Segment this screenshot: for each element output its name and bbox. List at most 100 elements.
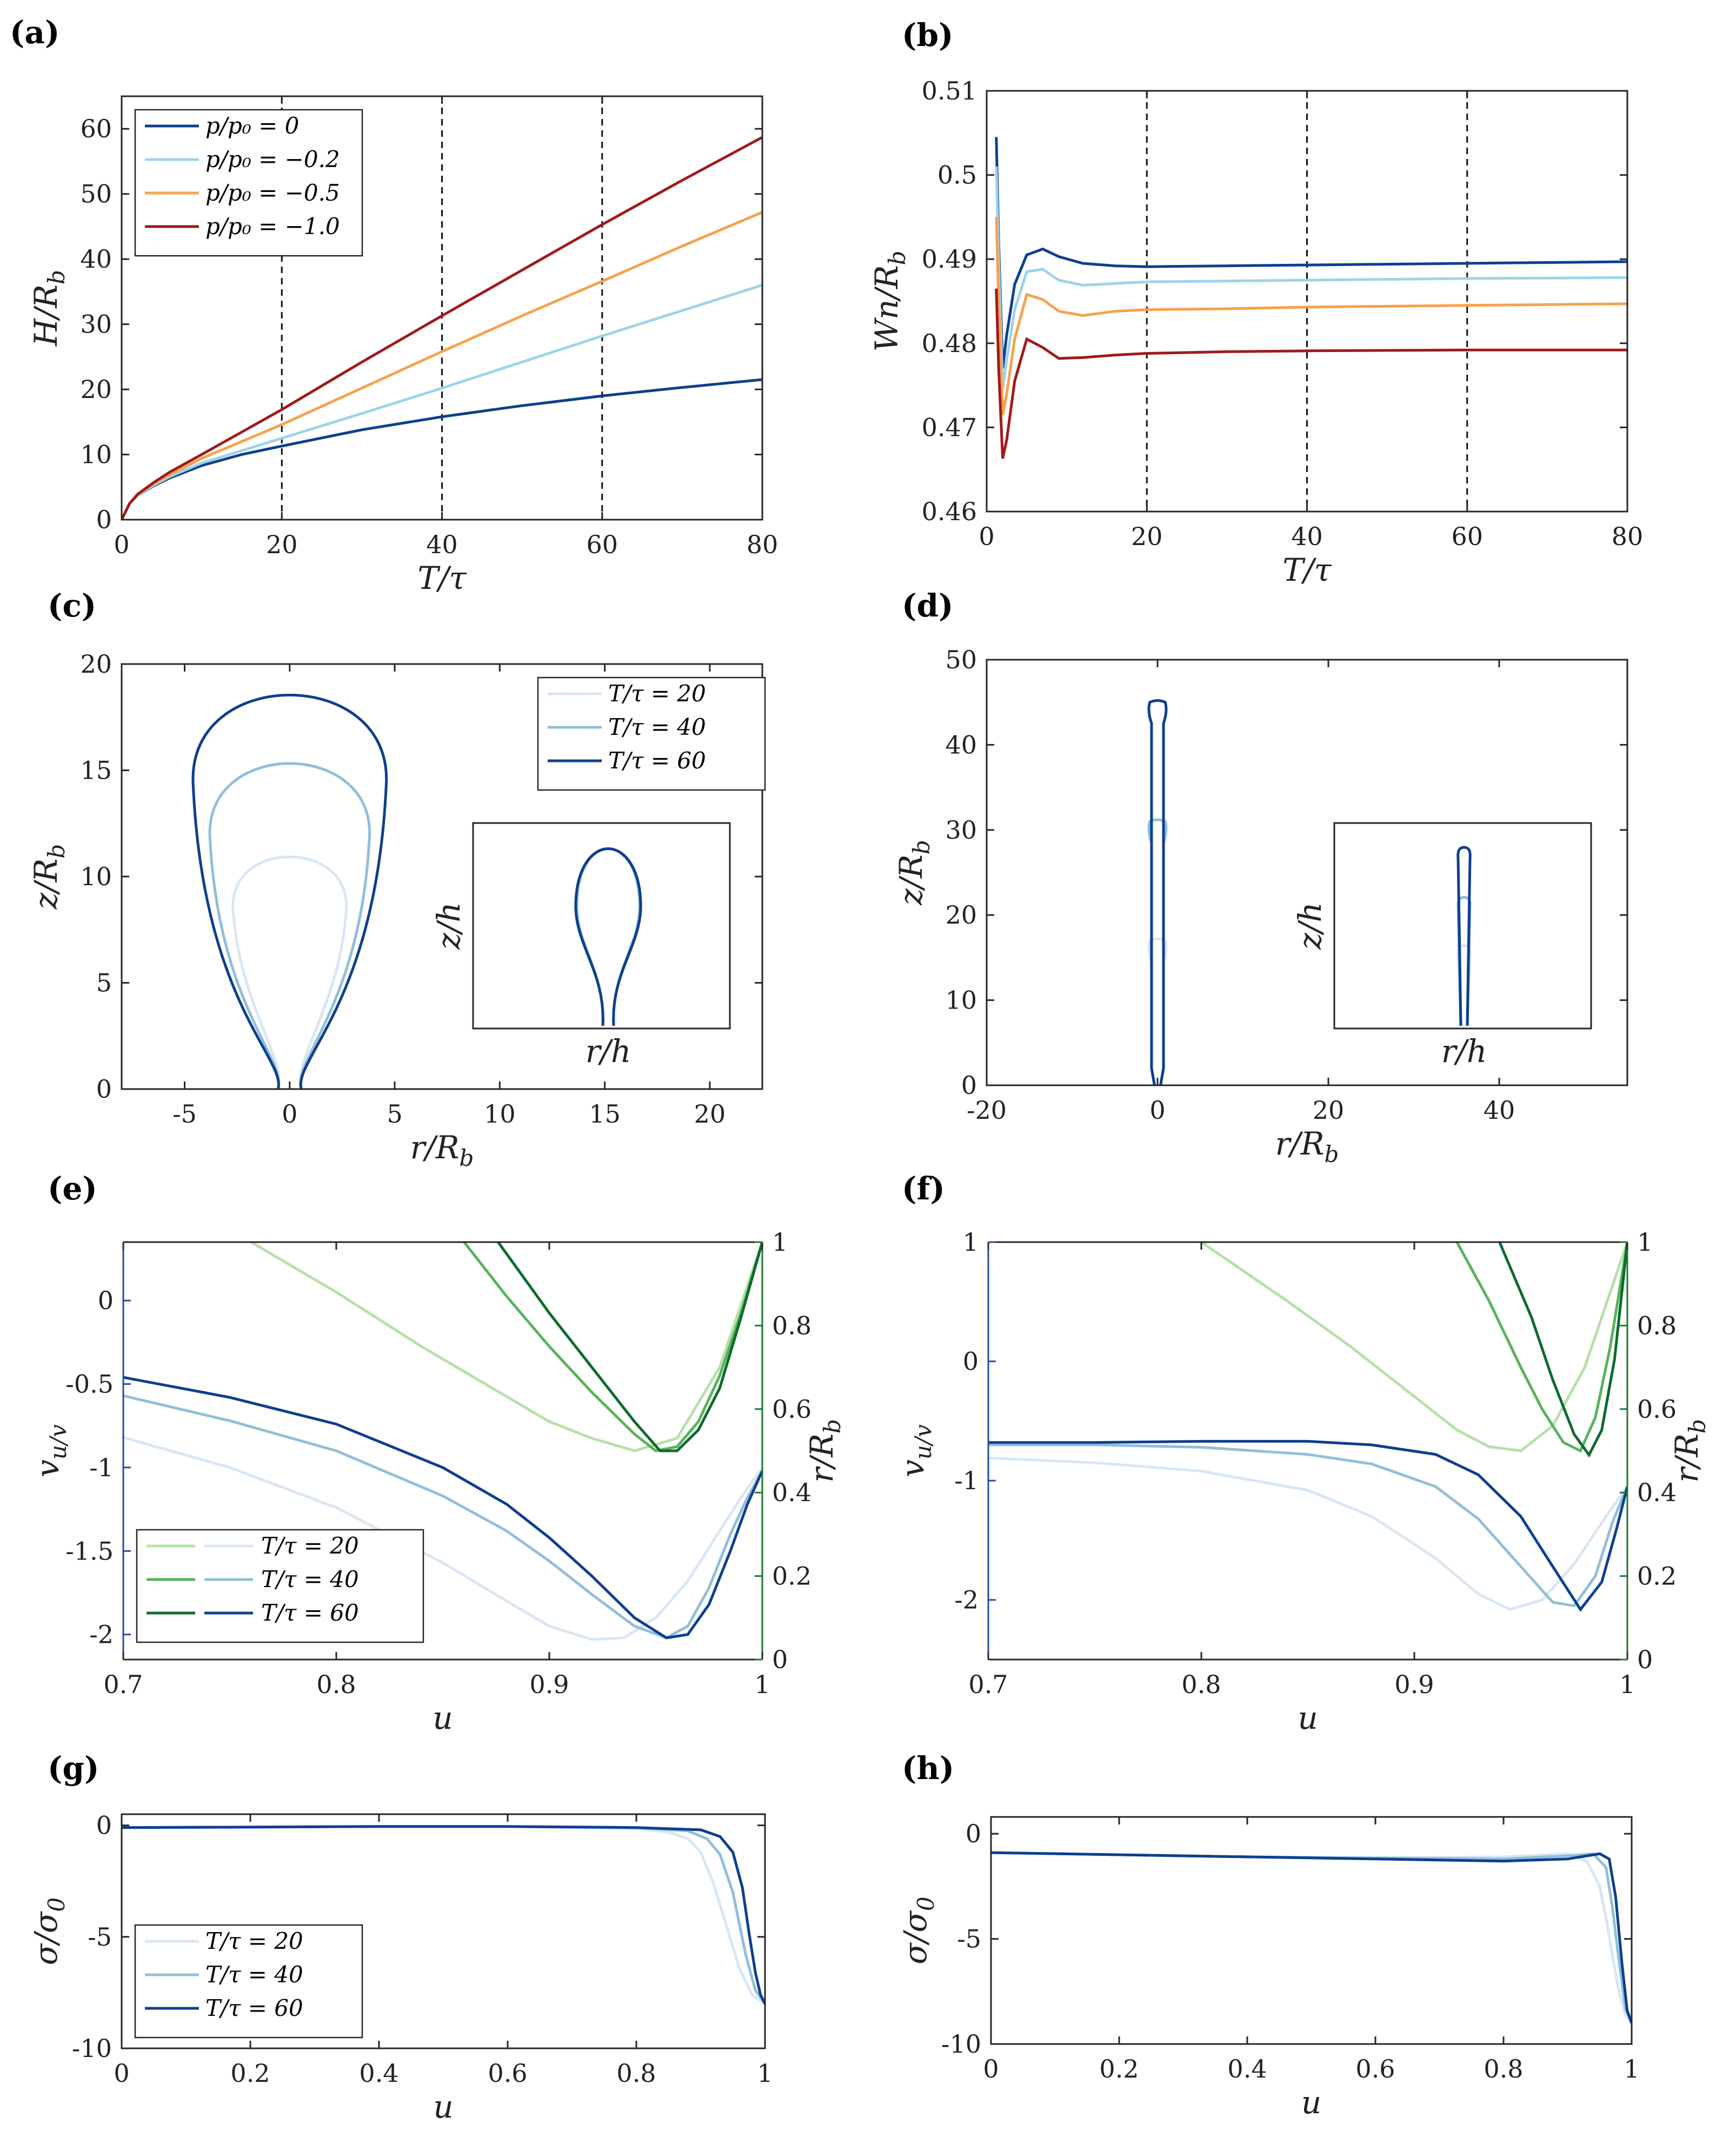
y-ytick-label: 0 xyxy=(96,505,112,534)
y-ytick-label: 40 xyxy=(945,730,977,759)
inset-xlabel: r/h xyxy=(1441,1033,1487,1070)
plot-bg xyxy=(991,1817,1632,2044)
y-ytick-label: 0.5 xyxy=(937,161,977,190)
x-xtick-label: 0.4 xyxy=(359,2059,398,2088)
inset-curve xyxy=(1456,846,1472,1026)
series-line xyxy=(122,1825,765,2005)
y2-ytick-label-right: 0.2 xyxy=(1637,1562,1677,1591)
y-axis-label: z/Rb xyxy=(893,840,935,906)
y-ytick-label: -2 xyxy=(89,1620,114,1649)
shape-curve xyxy=(1147,818,1168,1085)
legend-e-entry-label: T/τ = 20 xyxy=(261,1532,359,1559)
axis-box xyxy=(990,1816,1633,2045)
y-ytick-label: 40 xyxy=(80,244,112,274)
y-ytick-label: -5 xyxy=(88,1922,112,1952)
x-xtick-label: 0 xyxy=(282,1099,297,1129)
y-ytick-label: 0.51 xyxy=(922,76,977,105)
y2-ytick-label-right: 0 xyxy=(772,1645,788,1674)
y-ytick-label: 1 xyxy=(963,1227,979,1257)
series-line-left xyxy=(988,1443,1627,1608)
x-xtick-label: -5 xyxy=(172,1099,197,1129)
y2-ytick-label-right: 0.8 xyxy=(1637,1311,1677,1340)
panel-label-g: (g) xyxy=(48,1750,99,1787)
x-xtick-label: 1 xyxy=(1624,2054,1639,2083)
series-line-left xyxy=(123,1394,762,1640)
y-axis-label: vu/v xyxy=(29,1424,71,1477)
y-ytick-label: 0 xyxy=(966,1819,981,1848)
inset-xlabel: r/h xyxy=(586,1033,631,1070)
series-line-right xyxy=(1455,1242,1627,1453)
y-axis-label: Wn/Rb xyxy=(868,250,910,351)
y2-ytick-label-right: 0.6 xyxy=(1637,1395,1677,1424)
legend-a-entry-label: p/p₀ = −1.0 xyxy=(205,213,340,240)
series-line xyxy=(995,288,1627,459)
x-axis-label: T/τ xyxy=(417,560,467,596)
x-axis-label: r/Rb xyxy=(1275,1125,1339,1167)
series-line-right xyxy=(463,1242,762,1452)
y-ytick-label: 10 xyxy=(80,440,112,469)
legend-a-entry-label: p/p₀ = −0.2 xyxy=(205,146,340,172)
x-xtick-label: 15 xyxy=(589,1099,621,1129)
x-xtick-label: 0.8 xyxy=(616,2059,656,2088)
series-line-right xyxy=(1200,1242,1627,1452)
legend-a-entry-label: p/p₀ = −0.5 xyxy=(205,180,340,206)
series-line xyxy=(995,137,1627,369)
axis-box xyxy=(121,1813,766,2049)
x-xtick-label: 20 xyxy=(1131,522,1163,551)
y-axis-label-right: r/Rb xyxy=(1668,1419,1711,1483)
x-xtick-label: 0 xyxy=(1149,1096,1165,1125)
legend-c-entry-label: T/τ = 60 xyxy=(608,747,706,774)
y-ytick-label: 0 xyxy=(96,1811,112,1840)
x-xtick-label: 80 xyxy=(1612,522,1644,551)
x-xtick-label: 60 xyxy=(586,530,618,559)
y-ytick-label: 0.49 xyxy=(922,244,977,274)
x-xtick-label: -20 xyxy=(967,1096,1007,1125)
y-ytick-label: -0.5 xyxy=(65,1369,114,1398)
y-ytick-label: 0 xyxy=(961,1071,977,1100)
y-ytick-label: 20 xyxy=(80,649,112,679)
inset-ylabel: z/h xyxy=(430,902,467,950)
series-line xyxy=(995,217,1627,415)
y-ytick-label: 20 xyxy=(945,900,977,930)
legend-g-entry-label: T/τ = 40 xyxy=(205,1961,303,1988)
y-ytick-label: 0 xyxy=(963,1347,979,1376)
y-ytick-label: 0 xyxy=(98,1286,114,1315)
y-axis-label: vu/v xyxy=(894,1424,936,1477)
y-ytick-label: 30 xyxy=(80,310,112,339)
panel-e: (e) 0.7 0.8 0.9 1 -2 -1.5 -1 -0.5 0 0 0.2 0.4 0.6 0.8 1… xyxy=(29,1170,846,1736)
y-axis-label-right: r/Rb xyxy=(803,1419,846,1483)
x-xtick-label: 5 xyxy=(387,1099,402,1129)
y-ytick-label: 10 xyxy=(80,862,112,891)
axis-box xyxy=(986,659,1628,1086)
legend-c-entry-label: T/τ = 40 xyxy=(608,714,706,740)
x-axis-label: u xyxy=(1298,1700,1318,1736)
legend-e-entry-label: T/τ = 60 xyxy=(261,1600,359,1626)
series-line-right xyxy=(1498,1242,1627,1458)
y-ytick-label: 20 xyxy=(80,375,112,404)
y-ytick-label: -2 xyxy=(954,1585,979,1615)
x-xtick-label: 10 xyxy=(484,1099,516,1129)
y2-ytick-label-right: 1 xyxy=(1637,1227,1653,1257)
x-xtick-label: 0 xyxy=(983,2054,999,2083)
x-xtick-label: 20 xyxy=(266,530,298,559)
y-ytick-label: -10 xyxy=(941,2029,981,2059)
series-line-left xyxy=(123,1436,762,1641)
y-ytick-label: 15 xyxy=(80,756,112,785)
series-line xyxy=(122,136,762,520)
inset-box xyxy=(1333,822,1592,1030)
legend-a-entry-label: p/p₀ = 0 xyxy=(205,112,299,139)
panel-a: (a) 0 20 40 60 80 0 10 20 30 40 50 60 T/τ H/Rb p/p₀ = 0… xyxy=(10,14,778,596)
y-ytick-label: 50 xyxy=(945,645,977,674)
series-line xyxy=(995,166,1627,390)
y2-ytick-label-right: 1 xyxy=(772,1227,788,1257)
legend-e-box xyxy=(136,1529,424,1643)
y2-ytick-label-right: 0 xyxy=(1637,1645,1653,1674)
x-xtick-label: 0.6 xyxy=(488,2059,527,2088)
x-xtick-label: 80 xyxy=(747,530,779,559)
shape-curve xyxy=(191,694,388,1089)
x-xtick-label: 0.4 xyxy=(1227,2054,1267,2083)
x-xtick-label: 0 xyxy=(979,522,994,551)
y2-ytick-label-right: 0.4 xyxy=(772,1478,812,1507)
panel-label-f: (f) xyxy=(902,1170,945,1207)
x-xtick-label: 1 xyxy=(757,2059,773,2088)
